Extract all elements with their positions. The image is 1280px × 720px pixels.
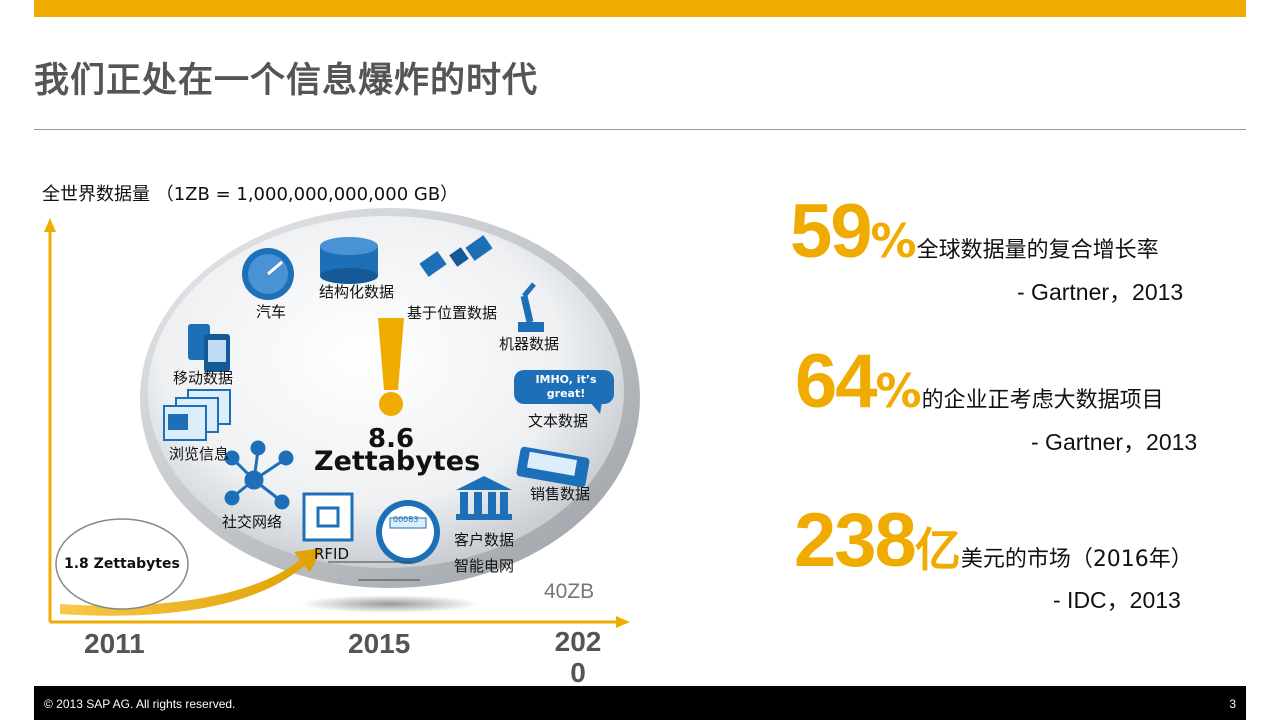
- mobile-phones-icon: [188, 324, 230, 372]
- stat-description: 的企业正考虑大数据项目: [921, 388, 1164, 413]
- sales-register-icon: [516, 446, 590, 488]
- plate-shadow: [300, 595, 480, 613]
- year-2015: 2015: [348, 628, 411, 659]
- smart-meter-icon: [376, 500, 440, 564]
- stat-value: 59: [790, 189, 873, 274]
- source-label-customer: 客户数据: [454, 531, 515, 549]
- page-number: 3: [1229, 697, 1236, 711]
- y-axis-arrow: [44, 218, 56, 232]
- source-label-rfid: RFID: [314, 545, 350, 563]
- data-plate: [148, 216, 624, 568]
- center-unit: Zettabytes: [314, 446, 481, 477]
- stat-source: - IDC，2013: [1053, 587, 1181, 613]
- source-label-social: 社交网络: [222, 513, 283, 531]
- source-label-sales: 销售数据: [530, 485, 591, 503]
- year-2020: 202 0: [554, 626, 602, 688]
- growth-swoosh: [60, 548, 322, 616]
- speech-bubble-text: IMHO, it’s great!: [535, 373, 597, 400]
- stat-growth-rate: 59%全球数据量的复合增长率: [790, 188, 1159, 275]
- stat-unit: %: [870, 214, 917, 268]
- source-label-grid: 智能电网: [454, 557, 515, 575]
- copyright-text: © 2013 SAP AG. All rights reserved.: [44, 697, 236, 711]
- center-value: 8.6: [368, 424, 415, 454]
- top-accent-bar: [34, 0, 1246, 17]
- bubble-2011-label: 1.8 Zettabytes: [64, 556, 180, 572]
- stat-unit: 亿: [914, 523, 961, 577]
- year-2011: 2011: [84, 628, 145, 659]
- rfid-chip-icon: [302, 492, 354, 542]
- stat-source: - Gartner，2013: [1017, 279, 1184, 305]
- footer-bar: © 2013 SAP AG. All rights reserved. 3: [34, 686, 1246, 720]
- source-label-browsing: 浏览信息: [169, 445, 230, 463]
- social-network-icon: [224, 440, 294, 510]
- stat-value: 64: [795, 339, 878, 424]
- x-axis-arrow: [616, 616, 630, 628]
- browser-windows-icon: [163, 389, 231, 441]
- source-label-machine: 机器数据: [499, 335, 560, 353]
- bubble-2011: [55, 518, 189, 610]
- value-2020: 40ZB: [544, 580, 595, 603]
- database-icon: [320, 237, 378, 284]
- bank-building-icon: [456, 476, 512, 520]
- stat-value: 238: [794, 498, 917, 583]
- satellite-icon: [419, 235, 493, 277]
- meter-readout: 00083: [393, 515, 419, 524]
- source-label-text: 文本数据: [528, 412, 589, 430]
- y-axis-label: 全世界数据量 （1ZB = 1,000,000,000,000 GB）: [42, 184, 459, 205]
- stat-market-size: 238亿美元的市场（2016年）: [794, 497, 1193, 584]
- exclamation-dot: [379, 392, 403, 416]
- source-label-structured: 结构化数据: [319, 283, 395, 301]
- source-label-car: 汽车: [256, 303, 287, 321]
- stat-description: 全球数据量的复合增长率: [916, 238, 1159, 263]
- source-label-mobile: 移动数据: [173, 369, 234, 387]
- stat-big-data-projects: 64%的企业正考虑大数据项目: [795, 338, 1164, 425]
- source-label-location: 基于位置数据: [407, 304, 498, 322]
- stat-description: 美元的市场（2016年）: [960, 547, 1193, 572]
- title-divider: [34, 129, 1246, 130]
- robot-arm-icon: [518, 282, 544, 332]
- stat-unit: %: [875, 364, 922, 418]
- car-speedometer-icon: [242, 248, 294, 300]
- exclamation-icon: [378, 318, 404, 390]
- speech-bubble-icon: [514, 370, 614, 414]
- page-title: 我们正处在一个信息爆炸的时代: [34, 61, 539, 101]
- stat-source: - Gartner，2013: [1031, 429, 1198, 455]
